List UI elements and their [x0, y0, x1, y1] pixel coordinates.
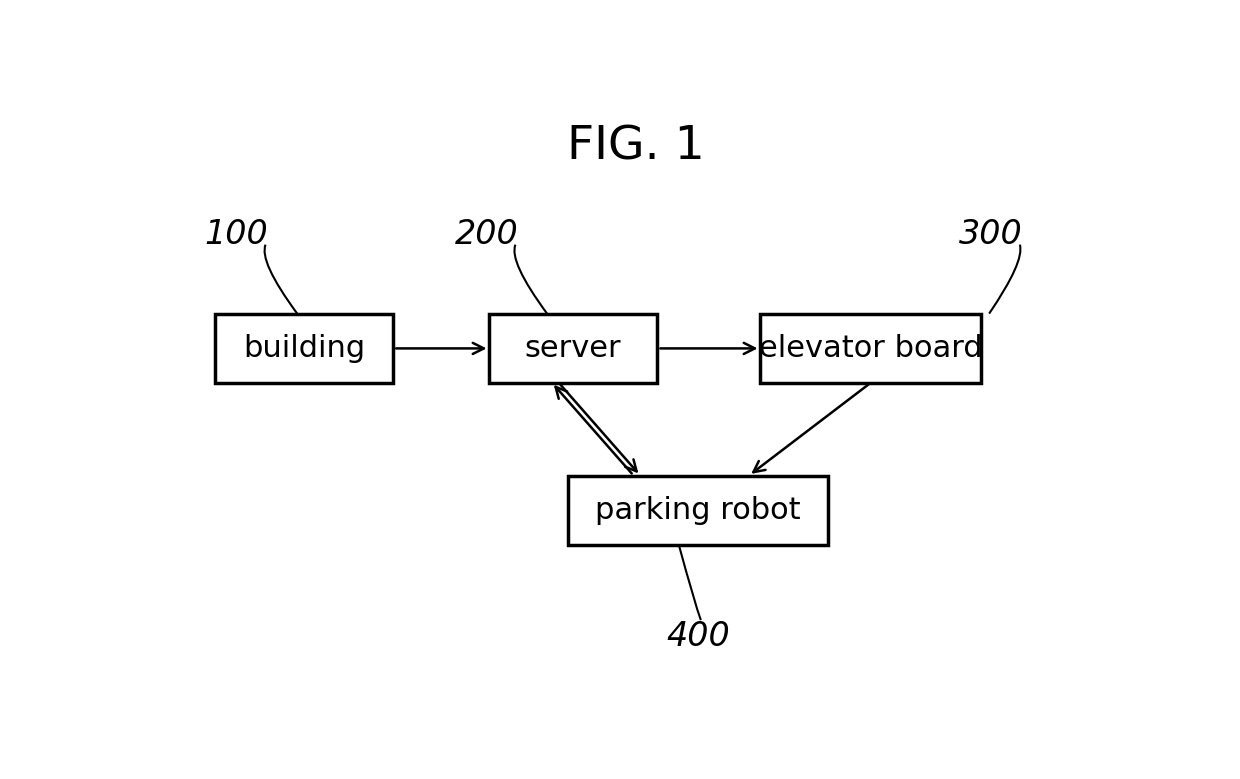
- Text: elevator board: elevator board: [759, 334, 983, 363]
- Text: 400: 400: [666, 620, 730, 653]
- Text: building: building: [243, 334, 365, 363]
- FancyBboxPatch shape: [215, 314, 393, 383]
- Text: 100: 100: [205, 218, 269, 251]
- Text: parking robot: parking robot: [595, 496, 801, 525]
- Text: FIG. 1: FIG. 1: [567, 125, 704, 170]
- Text: 300: 300: [960, 218, 1023, 251]
- Text: server: server: [525, 334, 621, 363]
- Text: 200: 200: [455, 218, 518, 251]
- FancyBboxPatch shape: [568, 476, 828, 545]
- FancyBboxPatch shape: [489, 314, 657, 383]
- FancyBboxPatch shape: [760, 314, 982, 383]
